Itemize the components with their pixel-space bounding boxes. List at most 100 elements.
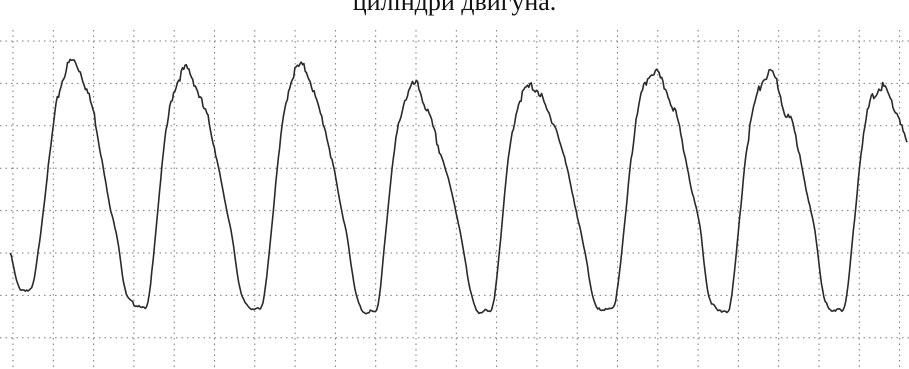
data-point <box>492 304 493 305</box>
data-point <box>40 231 41 232</box>
data-point <box>25 288 26 289</box>
data-point <box>216 157 217 158</box>
caption-text: циліндри двигуна. <box>352 0 557 16</box>
data-point <box>331 157 332 158</box>
data-point <box>78 66 79 67</box>
data-point <box>753 105 754 106</box>
data-point <box>607 307 608 308</box>
signal-trace-line <box>9 58 908 315</box>
data-point <box>408 89 409 90</box>
data-point <box>124 288 125 289</box>
data-point <box>170 100 171 101</box>
data-point <box>17 283 18 284</box>
data-point <box>285 100 286 101</box>
data-point <box>814 231 815 232</box>
data-point <box>255 307 256 308</box>
data-point <box>523 89 524 90</box>
data-point <box>201 100 202 101</box>
data-point <box>546 108 547 109</box>
data-point <box>600 309 601 310</box>
data-point <box>515 110 516 111</box>
data-point <box>738 231 739 232</box>
data-point <box>301 63 302 64</box>
data-point <box>55 105 56 106</box>
data-point <box>209 121 210 122</box>
data-point <box>400 110 401 111</box>
data-point <box>538 89 539 90</box>
data-point <box>186 66 187 67</box>
data-point <box>784 108 785 109</box>
data-point <box>71 58 72 59</box>
data-point <box>745 152 746 153</box>
data-point <box>883 84 884 85</box>
data-point <box>270 236 271 237</box>
data-point <box>623 236 624 237</box>
data-point <box>370 309 371 310</box>
data-point <box>799 152 800 153</box>
data-point <box>899 116 900 117</box>
data-point <box>416 82 417 83</box>
trace-layer <box>9 58 908 315</box>
data-point <box>155 231 156 232</box>
data-point <box>876 89 877 90</box>
data-point <box>676 116 677 117</box>
data-point <box>485 309 486 310</box>
data-point <box>431 121 432 122</box>
data-point <box>584 252 585 253</box>
data-point <box>439 147 440 148</box>
data-point <box>776 79 777 80</box>
data-point <box>853 231 854 232</box>
data-point <box>308 74 309 75</box>
data-point <box>906 142 907 143</box>
data-point <box>830 309 831 310</box>
data-point <box>715 307 716 308</box>
data-point <box>569 178 570 179</box>
data-point <box>163 152 164 153</box>
data-point <box>193 79 194 80</box>
data-point <box>822 288 823 289</box>
data-point <box>324 123 325 124</box>
data-point <box>837 307 838 308</box>
data-point <box>385 231 386 232</box>
data-point <box>377 304 378 305</box>
data-point <box>722 309 723 310</box>
data-point <box>109 205 110 206</box>
data-point <box>178 76 179 77</box>
data-point <box>32 283 33 284</box>
data-point <box>362 309 363 310</box>
data-point <box>239 288 240 289</box>
data-point <box>554 121 555 122</box>
data-point <box>699 226 700 227</box>
data-point <box>63 74 64 75</box>
data-point <box>692 192 693 193</box>
data-point <box>531 84 532 85</box>
data-point <box>132 302 133 303</box>
data-point <box>807 194 808 195</box>
data-point <box>845 302 846 303</box>
data-point <box>101 157 102 158</box>
data-point <box>393 157 394 158</box>
data-point <box>117 236 118 237</box>
data-point <box>860 152 861 153</box>
data-point <box>638 105 639 106</box>
data-point <box>615 299 616 300</box>
data-point <box>791 121 792 122</box>
data-point <box>653 68 654 69</box>
data-point <box>891 100 892 101</box>
data-point <box>446 173 447 174</box>
data-point <box>9 252 10 253</box>
data-point <box>293 71 294 72</box>
data-point <box>477 309 478 310</box>
data-point <box>462 241 463 242</box>
data-point <box>768 71 769 72</box>
data-point <box>508 157 509 158</box>
grid <box>0 30 909 369</box>
data-point <box>577 215 578 216</box>
data-point <box>247 304 248 305</box>
data-point <box>224 199 225 200</box>
data-point <box>646 79 647 80</box>
data-point <box>661 79 662 80</box>
data-point <box>94 113 95 114</box>
data-point <box>354 288 355 289</box>
